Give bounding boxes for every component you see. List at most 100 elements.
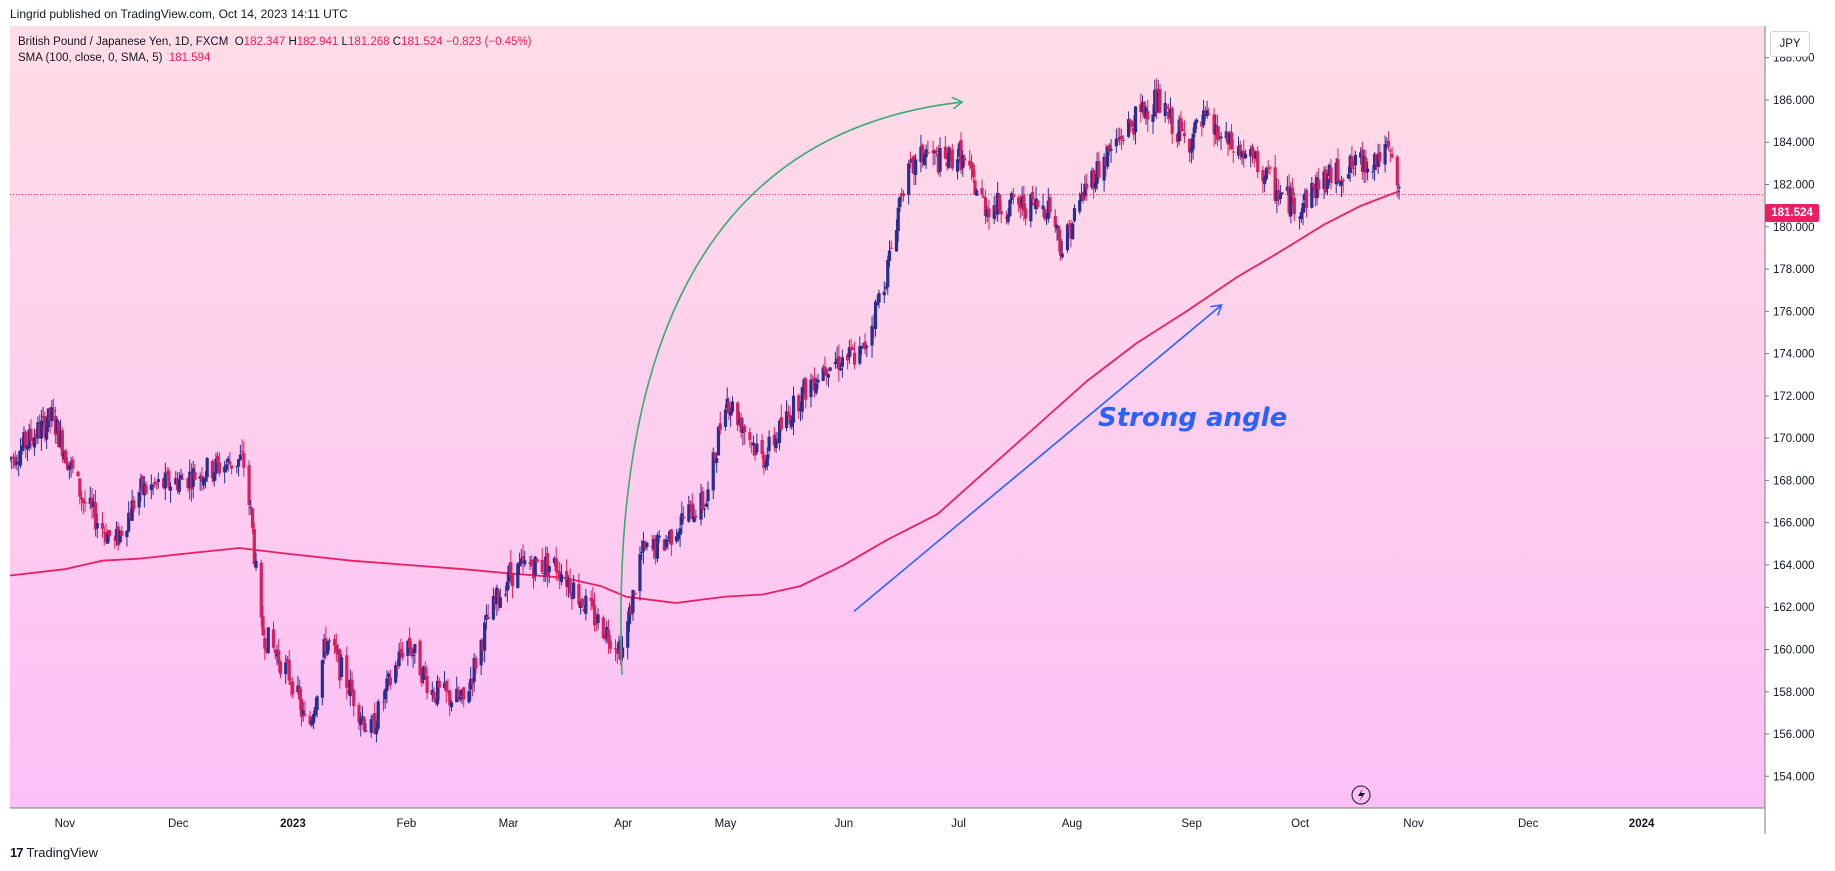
candle (266, 627, 270, 654)
candle (763, 459, 768, 471)
candle (1240, 150, 1244, 165)
candle-body (289, 681, 293, 685)
sma-label[interactable]: SMA (100, close, 0, SMA, 5) (18, 52, 163, 64)
candle (1350, 146, 1354, 174)
candle (1236, 136, 1241, 159)
candle (394, 661, 398, 685)
candle (264, 647, 269, 654)
candle (467, 682, 471, 704)
candle-body (858, 346, 862, 364)
candle-body (1228, 132, 1232, 144)
candle (572, 575, 576, 600)
candle-body (430, 690, 434, 696)
candle (357, 702, 361, 731)
candle-body (64, 450, 68, 464)
candle (252, 522, 256, 568)
candle (645, 541, 649, 551)
candle-body (577, 584, 581, 605)
candle (1053, 208, 1057, 233)
candle-body (982, 196, 986, 198)
candle (999, 200, 1003, 224)
symbol-title[interactable]: British Pound / Japanese Yen, 1D, FXCM (18, 36, 229, 48)
candle (814, 377, 818, 396)
candle (242, 441, 246, 477)
candle (1315, 171, 1319, 206)
chart-area[interactable]: 188.000 186.000 184.000 182.000 180.000 178.0… (10, 26, 1818, 834)
sma-value: 181.594 (168, 52, 211, 64)
y-tick-label: 184.000 (1773, 137, 1815, 149)
candle-body (1297, 217, 1302, 219)
candle-body (230, 465, 234, 469)
candle-body (987, 208, 991, 218)
candle (983, 189, 988, 224)
candle-body (1055, 225, 1059, 230)
y-tick-label: 160.000 (1773, 644, 1815, 656)
candle-body (533, 556, 537, 576)
candle (1151, 104, 1155, 134)
candle-body (870, 325, 874, 346)
candle (421, 665, 426, 684)
candle-body (755, 443, 759, 453)
candle (250, 507, 255, 534)
lightning-icon[interactable] (1351, 785, 1371, 805)
candle-body (1034, 198, 1038, 210)
candle (38, 414, 42, 439)
candle (462, 686, 466, 708)
candle (565, 559, 569, 597)
candle (52, 398, 56, 416)
candlestick-chart[interactable]: 188.000 186.000 184.000 182.000 180.000 178.0… (10, 26, 1818, 834)
candle-body (1238, 144, 1242, 156)
candle-body (45, 425, 49, 440)
candle-body (149, 484, 153, 491)
candle-body (1374, 153, 1378, 165)
y-tick-label: 158.000 (1773, 687, 1815, 699)
candle (613, 639, 618, 662)
candle-body (266, 627, 270, 654)
candle (20, 437, 24, 455)
candle-body (420, 673, 424, 684)
candle (849, 338, 853, 357)
candle (975, 188, 979, 196)
tradingview-logo[interactable]: 17 TradingView (10, 845, 98, 860)
candle (558, 561, 562, 590)
candle (1146, 99, 1150, 133)
currency-button[interactable]: JPY (1770, 31, 1810, 57)
candle-body (980, 188, 984, 195)
candle (1203, 106, 1207, 122)
candle (277, 638, 281, 672)
candle-body (884, 287, 888, 289)
candle (437, 677, 441, 701)
candle-body (181, 478, 185, 480)
candle-body (470, 679, 475, 685)
candle (48, 406, 52, 434)
candle-body (701, 491, 705, 510)
candle-body (692, 516, 696, 523)
candle (310, 717, 314, 728)
candle-body (271, 629, 276, 648)
candle-body (484, 614, 488, 620)
candle-body (421, 666, 426, 680)
candle-body (55, 419, 59, 434)
candle (1126, 111, 1131, 138)
candle (675, 528, 679, 544)
candle-body (837, 356, 841, 370)
candle (27, 423, 31, 451)
candle-body (401, 652, 405, 658)
candle (859, 345, 864, 355)
candle (418, 639, 422, 676)
candle (315, 695, 319, 718)
candle-body (1395, 156, 1399, 186)
candle-body (730, 401, 735, 412)
candle (741, 417, 745, 446)
candle (481, 638, 485, 662)
candle (1010, 191, 1014, 204)
candle-body (359, 717, 363, 726)
candle (1177, 115, 1181, 146)
candle-body (1085, 183, 1089, 190)
candle (1280, 192, 1284, 196)
candle (687, 495, 691, 523)
candle (839, 362, 843, 372)
candle (1263, 175, 1267, 193)
candle (226, 455, 230, 472)
candle-body (1006, 214, 1010, 223)
